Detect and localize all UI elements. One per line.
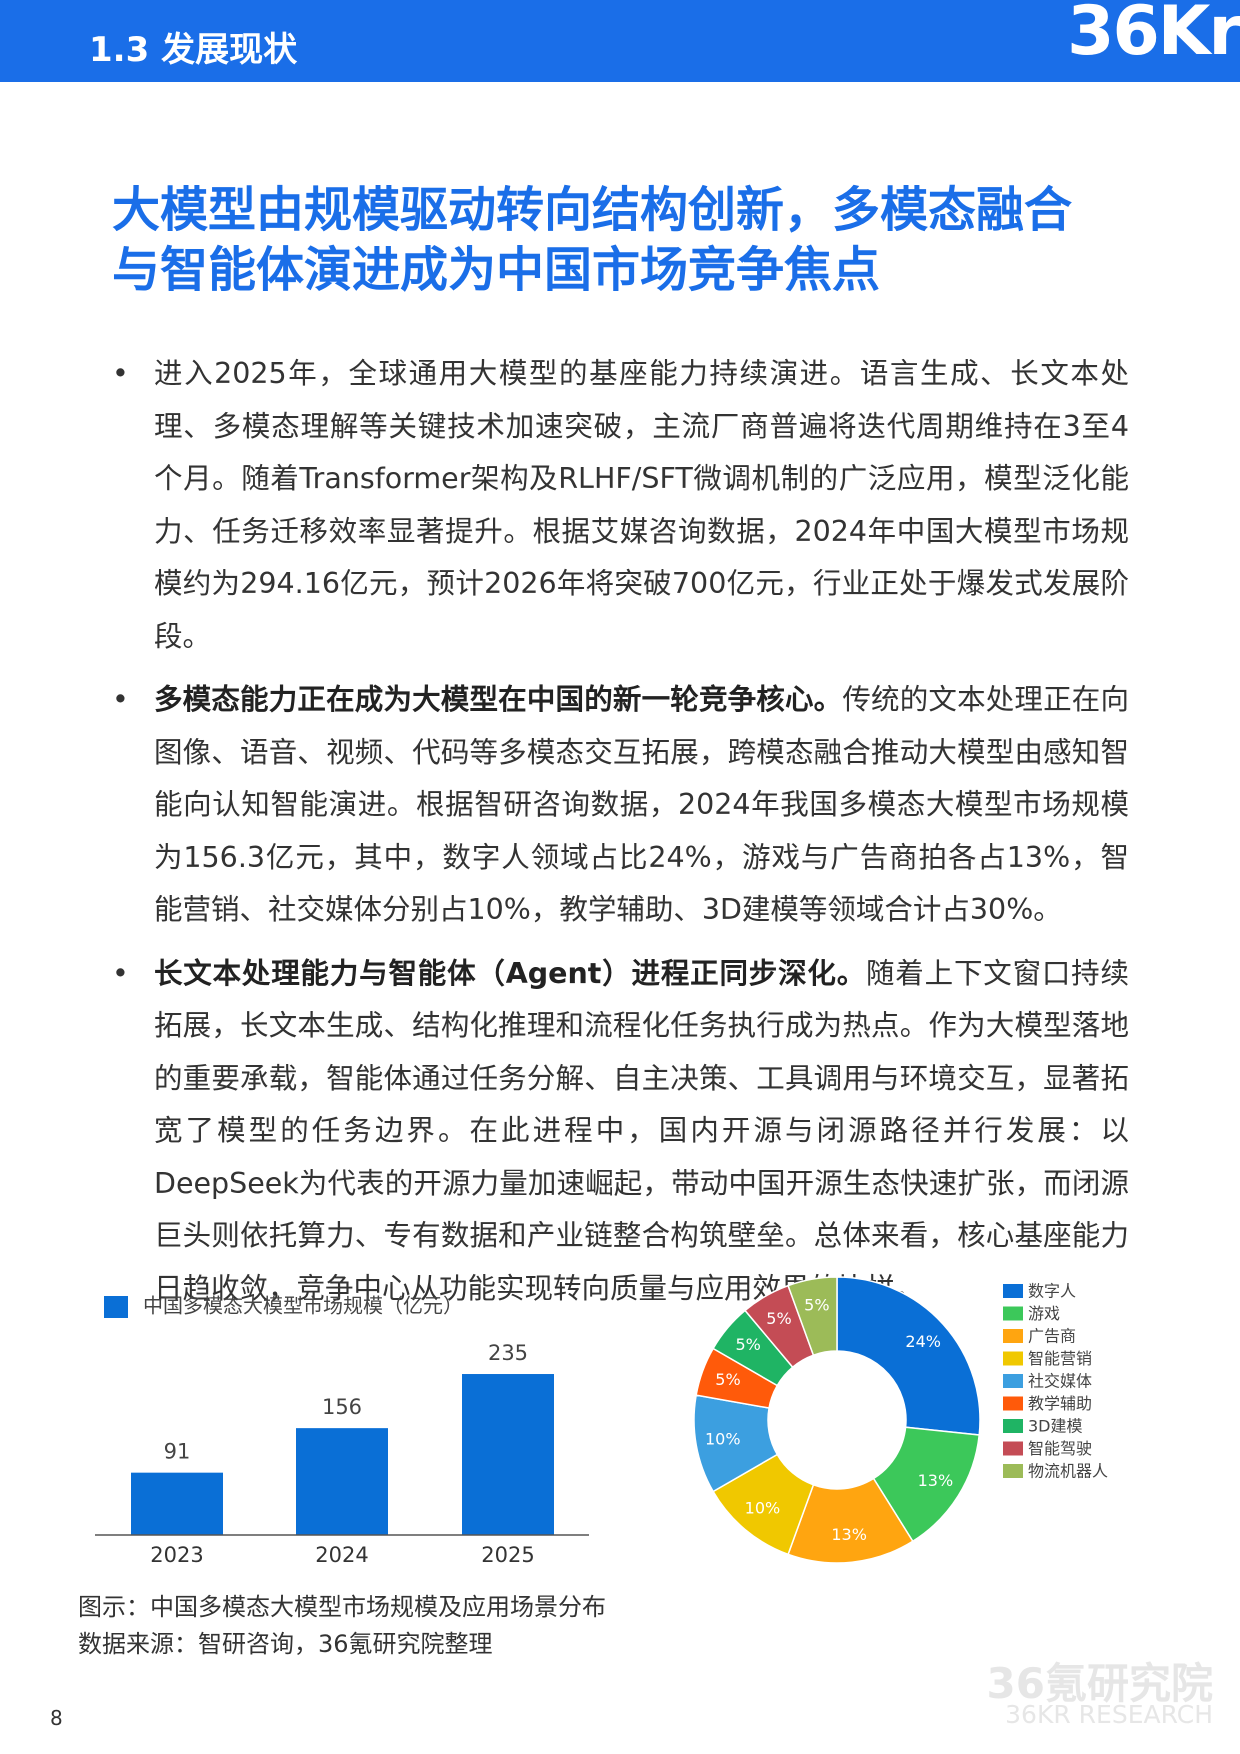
text: 随着上下文窗口持续拓展，长文本生成、结构化推理和流程化任务执行成为热点。作为大模… — [154, 956, 1129, 1305]
legend-swatch — [1003, 1441, 1023, 1456]
logo: 36Kr — [1067, 0, 1240, 71]
slice — [836, 1276, 981, 1436]
slice-label: 10% — [705, 1430, 741, 1449]
paragraph: 长文本处理能力与智能体（Agent）进程正同步深化。随着上下文窗口持续拓展，长文… — [112, 948, 1129, 1316]
legend-label: 3D建模 — [1028, 1417, 1083, 1436]
lead: 长文本处理能力与智能体（Agent）进程正同步深化。 — [154, 956, 867, 990]
legend-label: 社交媒体 — [1028, 1372, 1092, 1391]
x-tick-label: 2025 — [481, 1543, 534, 1567]
x-tick-label: 2023 — [150, 1543, 203, 1567]
legend-label: 中国多模态大模型市场规模（亿元） — [143, 1294, 463, 1318]
legend-swatch — [1003, 1306, 1023, 1321]
page-number: 8 — [50, 1706, 63, 1730]
legend-swatch — [1003, 1464, 1023, 1478]
section-title: 1.3 发展现状 — [89, 30, 298, 70]
watermark: 36KR RESEARCH — [1005, 1700, 1213, 1729]
text: 进入2025年，全球通用大模型的基座能力持续演进。语言生成、长文本处理、多模态理… — [154, 357, 1129, 653]
legend-swatch — [1003, 1329, 1023, 1343]
paragraph: 进入2025年，全球通用大模型的基座能力持续演进。语言生成、长文本处理、多模态理… — [112, 348, 1129, 663]
legend-swatch — [1003, 1419, 1023, 1433]
header-bar: 1.3 发展现状 36Kr — [0, 0, 1240, 82]
bar — [462, 1374, 554, 1535]
slice-label: 13% — [918, 1471, 954, 1490]
legend-label: 智能营销 — [1028, 1349, 1092, 1368]
slice-label: 13% — [831, 1525, 867, 1544]
slice-label: 24% — [905, 1332, 941, 1351]
title-line: 与智能体演进成为中国市场竞争焦点 — [112, 242, 881, 298]
text: 传统的文本处理正在向图像、语音、视频、代码等多模态交互拓展，跨模态融合推动大模型… — [154, 683, 1129, 926]
slice-label: 5% — [715, 1370, 740, 1389]
slice-label: 5% — [766, 1309, 791, 1328]
value-label: 235 — [488, 1341, 528, 1365]
legend-label: 教学辅助 — [1028, 1394, 1092, 1413]
legend-label: 物流机器人 — [1028, 1462, 1108, 1481]
legend-swatch — [1003, 1374, 1023, 1388]
legend-label: 智能驾驶 — [1028, 1439, 1092, 1458]
paragraph: 多模态能力正在成为大模型在中国的新一轮竞争核心。传统的文本处理正在向图像、语音、… — [112, 674, 1129, 937]
value-label: 156 — [322, 1395, 362, 1419]
legend-swatch — [104, 1296, 128, 1318]
x-tick-label: 2024 — [315, 1543, 368, 1567]
bar — [131, 1472, 223, 1535]
slice — [787, 1276, 838, 1357]
title-line: 大模型由规模驱动转向结构创新，多模态融合 — [112, 182, 1073, 238]
legend-swatch — [1003, 1396, 1023, 1411]
slice-label: 5% — [804, 1295, 829, 1314]
bar — [296, 1428, 388, 1535]
body-text: 进入2025年，全球通用大模型的基座能力持续演进。语言生成、长文本处理、多模态理… — [112, 348, 1129, 1326]
legend-label: 游戏 — [1028, 1304, 1060, 1323]
legend-swatch — [1003, 1284, 1023, 1298]
caption: 图示：中国多模态大模型市场规模及应用场景分布 — [78, 1593, 606, 1621]
lead: 多模态能力正在成为大模型在中国的新一轮竞争核心。 — [154, 683, 843, 716]
slice-label: 5% — [735, 1335, 760, 1354]
page-title: 大模型由规模驱动转向结构创新，多模态融合 与智能体演进成为中国市场竞争焦点 — [112, 180, 1072, 300]
value-label: 91 — [164, 1440, 191, 1464]
source: 数据来源：智研咨询，36氪研究院整理 — [78, 1630, 493, 1658]
legend-swatch — [1003, 1351, 1023, 1366]
watermark: 36氪研究院 — [986, 1659, 1213, 1708]
slice-label: 10% — [745, 1498, 781, 1517]
legend-label: 数字人 — [1028, 1282, 1076, 1301]
legend-label: 广告商 — [1028, 1327, 1076, 1346]
